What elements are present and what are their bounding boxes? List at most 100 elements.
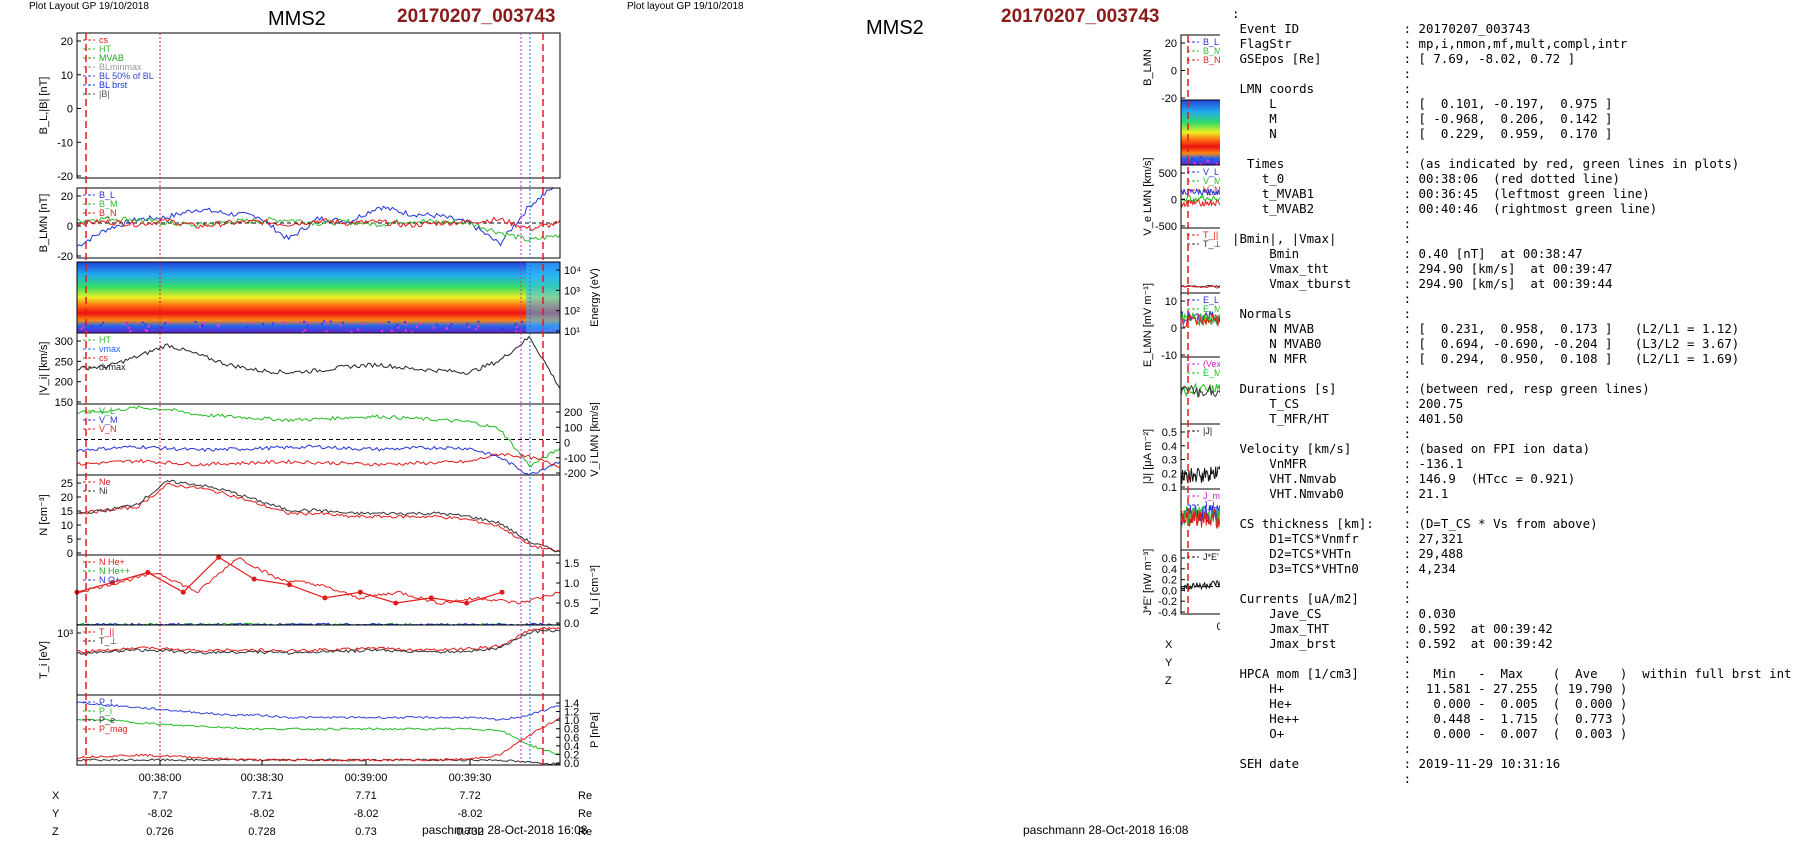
legend-entry: T_⊥	[99, 636, 118, 646]
series-line-bl	[76, 187, 560, 247]
panel: 0.40.20.0-0.2-0.4J [μA m⁻²]J_maxJJ_L	[1180, 488, 1220, 551]
spectrogram-speckle	[1216, 162, 1219, 165]
spectrogram-speckle	[514, 322, 517, 325]
legend-entry: MVAB	[99, 53, 124, 63]
spectrogram-speckle	[448, 323, 451, 326]
y-tick-label-right: 0	[564, 438, 570, 450]
spectrogram-speckle	[86, 328, 89, 331]
series-line-ni	[76, 479, 561, 553]
spectrogram-speckle	[1195, 161, 1198, 164]
spectrogram-speckle	[262, 322, 265, 325]
y-tick-label-right: 10²	[564, 306, 580, 318]
legend-entry: HT	[99, 44, 111, 54]
spectrogram-speckle	[312, 329, 315, 332]
panel-frame	[1180, 423, 1220, 490]
y-tick-label-right: 0.5	[564, 598, 579, 610]
legend-entry: dvmax	[99, 362, 126, 372]
spectrogram-speckle	[306, 323, 309, 326]
legend-entry: Ni	[99, 486, 108, 496]
y-tick-label: 25	[61, 478, 73, 490]
y-tick-label: 15	[61, 506, 73, 518]
spectrogram-speckle	[124, 323, 127, 326]
y-tick-label-right: 10¹	[564, 326, 580, 338]
spectrogram-speckle	[198, 325, 201, 328]
panel-frame	[1180, 34, 1220, 101]
legend-entry: (VexB)_M	[1203, 359, 1220, 369]
spectrogram-speckle	[1216, 161, 1219, 164]
y-tick-label-right: 0.8	[564, 724, 579, 736]
y-tick-label: 0.3	[1162, 455, 1177, 467]
series-line-vn	[76, 453, 561, 468]
info-line: M : [ -0.968, 0.206, 0.142 ]	[1232, 111, 1613, 126]
info-line: :	[1232, 426, 1412, 441]
info-line: :	[1232, 6, 1240, 21]
panel-bg	[77, 475, 560, 555]
y-axis-label: J*E' [nW m⁻³]	[1142, 549, 1154, 616]
y-tick-label: 0.4	[1162, 564, 1177, 576]
pos-value: 7.71	[355, 790, 376, 802]
spectrogram-speckle	[1191, 157, 1194, 160]
time-tick-label: 00:38:00	[1217, 621, 1220, 633]
pos-row-label: Z	[1165, 675, 1172, 687]
info-line: :	[1232, 366, 1412, 381]
legend-entry: J_maxJ	[1203, 491, 1220, 501]
spectrogram-speckle	[141, 321, 144, 324]
series-line-ne	[76, 482, 561, 553]
y-tick-label: 0.5	[1162, 427, 1177, 439]
spectrogram-speckle	[446, 326, 449, 329]
info-line: :	[1232, 216, 1412, 231]
panel-frame	[1180, 356, 1220, 425]
panel-bg	[77, 555, 560, 625]
spectrogram-speckle	[303, 320, 306, 323]
panel: 200 100 0 -100 -200 V_i LMN [km/s] V_LV_MV_N	[76, 402, 600, 480]
spectrogram-speckle	[361, 323, 364, 326]
panel-frame	[1180, 488, 1220, 551]
y-tick-label: 200	[55, 377, 73, 389]
spectrogram-speckle	[477, 320, 480, 323]
spectrogram-speckle	[301, 331, 304, 334]
spectrogram-speckle	[304, 329, 307, 332]
info-line: N MVAB : [ 0.231, 0.958, 0.173 ] (L2/L1 …	[1232, 321, 1740, 336]
spectrogram-speckle	[144, 329, 147, 332]
y-tick-label: 300	[55, 336, 73, 348]
legend-entry: T_||	[1203, 230, 1218, 240]
info-line: N MVAB0 : [ 0.694, -0.690, -0.204 ] (L3/…	[1232, 336, 1740, 351]
y-axis-label: |J| [μA m⁻²]	[1142, 429, 1154, 484]
panel: 100-10E_LMN [mV m⁻¹] E_LE_ME_N	[1142, 283, 1220, 367]
pos-value: 7.7	[152, 790, 167, 802]
y-tick-label-right: 1.0	[564, 715, 579, 727]
y-tick-label: 0.2	[1162, 575, 1177, 587]
spectrogram-speckle	[1200, 163, 1203, 166]
spectrogram-speckle	[127, 326, 130, 329]
info-line: Currents [uA/m2] :	[1232, 591, 1412, 606]
info-line: Bmin : 0.40 [nT] at 00:38:47	[1232, 246, 1583, 261]
info-line: VHT.Nmvab0 : 21.1	[1232, 486, 1449, 501]
info-line: LMN coords :	[1232, 81, 1412, 96]
energy-spectrogram	[77, 262, 560, 333]
y-axis-label: V_e LMN [km/s]	[1142, 157, 1154, 235]
y-axis-label: B_LMN [nT]	[38, 194, 50, 253]
spectrogram-speckle	[501, 327, 504, 330]
panel: 0.5 0.4 0.30.2 0.1 |J| [μA m⁻²] |J|	[1142, 423, 1220, 494]
y-tick-label: 20	[61, 36, 73, 48]
spectrogram-speckle	[325, 330, 328, 333]
info-line: He+ : 0.000 - 0.005 ( 0.000 )	[1232, 696, 1628, 711]
y-tick-label: 0.6	[1162, 553, 1177, 565]
spectrogram-speckle	[102, 321, 105, 324]
spectrogram-speckle	[85, 329, 88, 332]
info-line: N : [ 0.229, 0.959, 0.170 ]	[1232, 126, 1613, 141]
pos-row-label: Y	[52, 808, 60, 820]
legend-entry: B_M	[1203, 46, 1220, 56]
spectrogram-speckle	[190, 329, 193, 332]
info-line: |Bmin|, |Vmax| :	[1232, 231, 1412, 246]
spectrogram-speckle	[323, 320, 326, 323]
spectrogram-speckle	[341, 321, 344, 324]
info-line: SEH date : 2019-11-29 10:31:16	[1232, 756, 1561, 771]
spectrogram-speckle	[1206, 160, 1209, 163]
y-tick-label: -10	[57, 137, 73, 149]
info-line: He++ : 0.448 - 1.715 ( 0.773 )	[1232, 711, 1628, 726]
spectrogram-speckle	[393, 326, 396, 329]
